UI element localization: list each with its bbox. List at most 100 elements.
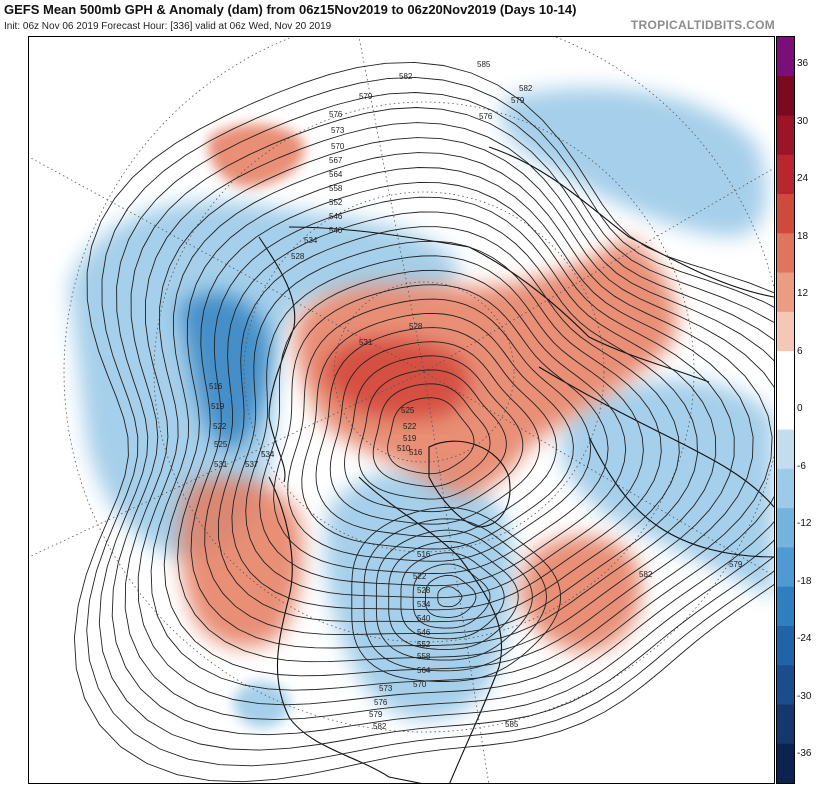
height-contour — [124, 122, 774, 721]
anomaly-shading — [69, 87, 774, 728]
height-contour — [259, 269, 627, 587]
colorbar-tick-label: -24 — [797, 633, 812, 644]
colorbar-swatch — [777, 704, 794, 745]
colorbar-swatch — [777, 429, 794, 470]
contour-label: 576 — [374, 698, 388, 707]
anomaly-colorbar — [776, 36, 795, 784]
contour-label: 585 — [477, 60, 491, 69]
colorbar-tick-label: 0 — [797, 403, 803, 414]
siberia-coast — [288, 226, 710, 383]
contour-label: 579 — [511, 96, 525, 105]
colorbar-swatch — [777, 743, 794, 784]
contour-label: 525 — [401, 406, 415, 415]
colorbar-tick-label: 36 — [797, 58, 809, 69]
contour-label: 534 — [304, 236, 318, 245]
contour-labels: 5855825795765735705675645585525465405345… — [209, 60, 743, 731]
colorbar-tick-label: -36 — [797, 748, 812, 759]
contour-label: 564 — [329, 170, 343, 179]
colorbar-tick-label: -30 — [797, 690, 812, 702]
contour-label: 564 — [417, 666, 431, 675]
contour-label: 573 — [331, 126, 345, 135]
height-contour — [387, 397, 475, 475]
colorbar-swatch — [777, 665, 794, 705]
contour-label: 570 — [413, 680, 427, 689]
height-contour-low — [425, 574, 477, 618]
contour-label: 528 — [409, 322, 423, 331]
contour-label: 528 — [291, 252, 305, 261]
height-contour — [344, 355, 524, 513]
negative-anomaly-gulf — [233, 682, 290, 728]
height-contour — [273, 284, 609, 574]
height-contour — [217, 226, 680, 623]
colorbar-swatch — [777, 625, 794, 666]
negative-anomaly-siberia — [501, 87, 767, 238]
height-contour — [231, 240, 662, 611]
europe-coast — [588, 436, 774, 558]
colorbar-swatches — [777, 37, 794, 784]
contour-label: 531 — [359, 338, 373, 347]
height-contour — [190, 196, 717, 649]
contour-label: 582 — [399, 72, 413, 81]
contour-label: 567 — [329, 156, 343, 165]
contour-label: 558 — [417, 652, 431, 661]
height-contour — [329, 341, 540, 525]
negative-anomaly-hudson — [325, 469, 515, 720]
colorbar-tick-label: 18 — [797, 230, 809, 242]
contour-label: 534 — [261, 450, 275, 459]
height-contour — [163, 167, 754, 677]
contour-label: 519 — [403, 434, 417, 443]
height-contour — [111, 107, 774, 736]
height-contour — [245, 255, 644, 599]
height-contour-low — [437, 586, 463, 608]
contour-label: 570 — [331, 142, 345, 151]
negative-anomaly-pacific — [179, 292, 270, 449]
contour-label: 522 — [403, 422, 417, 431]
contour-label: 522 — [213, 422, 227, 431]
contour-label: 522 — [413, 572, 427, 581]
height-contour — [372, 383, 491, 487]
height-contour — [150, 152, 773, 691]
map-canvas: 5855825795765735705675645585525465405345… — [29, 37, 774, 783]
height-contour — [315, 327, 557, 538]
height-contour — [301, 312, 574, 550]
contour-label: 516 — [209, 382, 223, 391]
height-contour-low — [363, 518, 547, 672]
height-contour — [177, 181, 735, 663]
height-contour-low — [388, 540, 519, 650]
colorbar-swatch — [777, 508, 794, 548]
contour-label: 582 — [373, 722, 387, 731]
colorbar-swatch — [777, 390, 794, 431]
height-contours — [73, 61, 774, 783]
contour-label: 582 — [519, 84, 533, 93]
contour-label: 510 — [397, 444, 411, 453]
contour-label: 579 — [729, 560, 743, 569]
contour-label: 516 — [409, 448, 423, 457]
height-contour-low — [400, 552, 505, 640]
positive-anomaly-arctic-core — [324, 338, 470, 419]
positive-anomaly-atlantic — [519, 535, 642, 652]
contour-label: 573 — [379, 684, 393, 693]
colorbar-swatch — [777, 586, 794, 627]
map-panel: 585 582 579 576 573 570 567 564 558 552 546 540 534 5… — [28, 36, 775, 784]
height-contour — [204, 211, 698, 636]
height-contour — [358, 369, 507, 500]
height-contour — [98, 92, 774, 751]
colorbar-swatch — [777, 154, 794, 195]
brand-label: TROPICALTIDBITS.COM — [630, 18, 775, 32]
colorbar-swatch — [777, 468, 794, 509]
colorbar-swatch — [777, 115, 794, 156]
contour-label: 579 — [369, 710, 383, 719]
colorbar-swatch — [777, 547, 794, 588]
colorbar-tick-label: -18 — [797, 575, 812, 587]
contour-label: 552 — [329, 198, 343, 207]
colorbar-swatch — [777, 37, 794, 77]
colorbar-swatch — [777, 272, 794, 313]
positive-anomaly-arctic — [295, 237, 677, 495]
colorbar-swatch — [777, 76, 794, 117]
contour-label: 516 — [417, 550, 431, 559]
header: GEFS Mean 500mb GPH & Anomaly (dam) from… — [0, 0, 819, 36]
colorbar-swatch — [777, 233, 794, 274]
height-contour — [73, 61, 774, 783]
height-contour-low — [351, 506, 562, 682]
contour-label: 537 — [245, 460, 259, 469]
